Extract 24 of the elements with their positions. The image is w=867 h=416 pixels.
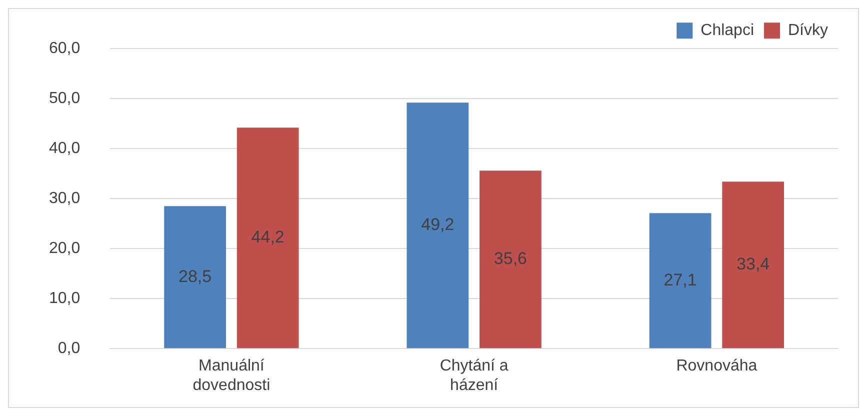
data-label: 27,1 bbox=[664, 270, 697, 290]
data-label: 49,2 bbox=[421, 215, 454, 234]
y-tick-label: 10,0 bbox=[49, 290, 80, 308]
bar bbox=[236, 128, 299, 348]
bar bbox=[722, 182, 784, 348]
y-tick-label: 30,0 bbox=[49, 190, 80, 208]
legend-label: Dívky bbox=[788, 22, 828, 40]
data-label: 44,2 bbox=[251, 228, 284, 247]
y-tick-label: 50,0 bbox=[49, 90, 80, 108]
x-tick-label: Manuální dovednosti bbox=[192, 358, 270, 394]
x-tick-label: Chytání a házení bbox=[440, 358, 508, 394]
data-label: 35,6 bbox=[494, 249, 528, 268]
y-tick-label: 60,0 bbox=[49, 40, 80, 58]
data-label: 28,5 bbox=[178, 266, 212, 286]
bar bbox=[649, 213, 712, 348]
legend-label: Chlapci bbox=[700, 22, 754, 40]
y-tick-label: 0,0 bbox=[58, 340, 80, 358]
x-tick-label: Rovnováha bbox=[676, 358, 758, 375]
y-tick-label: 20,0 bbox=[49, 240, 80, 258]
bar bbox=[406, 102, 469, 348]
data-label: 33,4 bbox=[736, 254, 770, 274]
bar bbox=[480, 170, 542, 348]
y-tick-label: 40,0 bbox=[49, 140, 80, 158]
bar bbox=[164, 206, 226, 348]
